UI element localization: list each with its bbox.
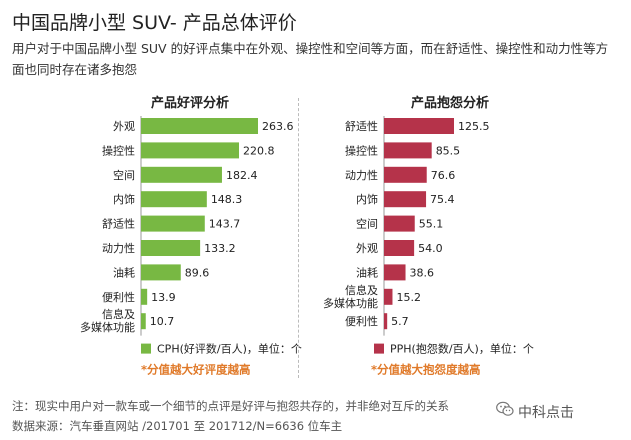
complaint-category-label: 油耗 bbox=[356, 265, 378, 279]
complaint-category-label: 信息及多媒体功能 bbox=[323, 283, 378, 310]
complaint-chart-title: 产品抱怨分析 bbox=[411, 95, 489, 111]
footnote: 注：现实中用户对一款车或一个细节的点评是好评与抱怨共存的，并非绝对互斥的关系 bbox=[12, 399, 449, 413]
complaint-bar bbox=[384, 240, 415, 256]
praise-bar bbox=[141, 166, 222, 183]
complaint-bar bbox=[384, 166, 427, 183]
complaint-category-label: 舒适性 bbox=[345, 119, 378, 133]
praise-category-label: 操控性 bbox=[102, 143, 135, 157]
praise-value-label: 182.4 bbox=[226, 169, 258, 182]
praise-value-label: 10.7 bbox=[150, 315, 175, 328]
praise-category-label: 空间 bbox=[113, 168, 135, 182]
complaint-value-label: 15.2 bbox=[396, 291, 421, 304]
complaint-value-label: 76.6 bbox=[431, 169, 456, 182]
praise-value-label: 143.7 bbox=[209, 218, 241, 231]
complaint-category-label: 内饰 bbox=[356, 192, 378, 206]
data-source: 数据来源：汽车垂直网站 /201701 至 201712/N=6636 位车主 bbox=[12, 419, 343, 433]
praise-value-label: 148.3 bbox=[211, 193, 243, 206]
complaint-category-label: 空间 bbox=[356, 217, 378, 231]
praise-value-label: 89.6 bbox=[185, 266, 210, 279]
praise-value-label: 220.8 bbox=[243, 144, 275, 157]
complaint-category-label: 便利性 bbox=[345, 314, 378, 328]
complaint-bar bbox=[384, 288, 393, 305]
praise-category-label: 外观 bbox=[113, 120, 135, 133]
praise-bar bbox=[141, 264, 181, 281]
complaint-bar bbox=[384, 118, 454, 134]
praise-chart-title: 产品好评分析 bbox=[151, 95, 229, 111]
complaint-value-label: 5.7 bbox=[391, 315, 409, 328]
complaint-value-label: 54.0 bbox=[418, 242, 443, 255]
praise-bar bbox=[141, 118, 258, 134]
complaint-value-label: 55.1 bbox=[419, 218, 444, 231]
praise-legend-label: CPH(好评数/百人)，单位：个 bbox=[157, 342, 302, 356]
brand-name: 中科点击 bbox=[518, 405, 574, 421]
praise-bar bbox=[141, 288, 148, 305]
complaint-value-label: 85.5 bbox=[436, 144, 461, 157]
praise-category-label: 舒适性 bbox=[102, 217, 135, 231]
praise-bar bbox=[141, 240, 201, 256]
praise-bar bbox=[141, 215, 205, 232]
complaint-bar bbox=[384, 142, 432, 159]
praise-value-label: 263.6 bbox=[262, 120, 294, 133]
complaint-bar bbox=[384, 313, 388, 330]
complaint-category-label: 操控性 bbox=[345, 143, 378, 157]
chart-divider bbox=[298, 98, 299, 378]
praise-legend-swatch bbox=[141, 343, 151, 354]
complaint-bar bbox=[384, 215, 415, 232]
praise-category-label: 油耗 bbox=[113, 265, 135, 279]
complaint-annotation: *分值越大抱怨度越高 bbox=[371, 363, 481, 377]
praise-bar bbox=[141, 313, 146, 330]
praise-annotation: *分值越大好评度越高 bbox=[141, 363, 251, 377]
complaint-value-label: 125.5 bbox=[458, 120, 490, 133]
complaint-bar bbox=[384, 264, 406, 281]
praise-category-label: 便利性 bbox=[102, 290, 135, 304]
complaint-bar bbox=[384, 191, 427, 208]
complaint-legend-label: PPH(抱怨数/百人)，单位：个 bbox=[390, 342, 534, 356]
complaint-category-label: 动力性 bbox=[345, 168, 378, 182]
praise-bar bbox=[141, 191, 207, 208]
complaint-category-label: 外观 bbox=[356, 242, 378, 255]
complaint-legend-swatch bbox=[374, 343, 384, 354]
praise-category-label: 信息及多媒体功能 bbox=[80, 307, 135, 334]
page-title: 中国品牌小型 SUV- 产品总体评价 bbox=[12, 12, 297, 34]
complaint-value-label: 38.6 bbox=[410, 266, 435, 279]
praise-category-label: 动力性 bbox=[102, 241, 135, 255]
praise-value-label: 13.9 bbox=[151, 291, 176, 304]
praise-bar bbox=[141, 142, 240, 159]
complaint-value-label: 75.4 bbox=[430, 193, 455, 206]
praise-category-label: 内饰 bbox=[113, 192, 135, 206]
praise-value-label: 133.2 bbox=[204, 242, 236, 255]
wechat-icon bbox=[496, 401, 514, 416]
page-subtitle: 用户对于中国品牌小型 SUV 的好评点集中在外观、操控性和空间等方面，而在舒适性… bbox=[12, 41, 609, 77]
